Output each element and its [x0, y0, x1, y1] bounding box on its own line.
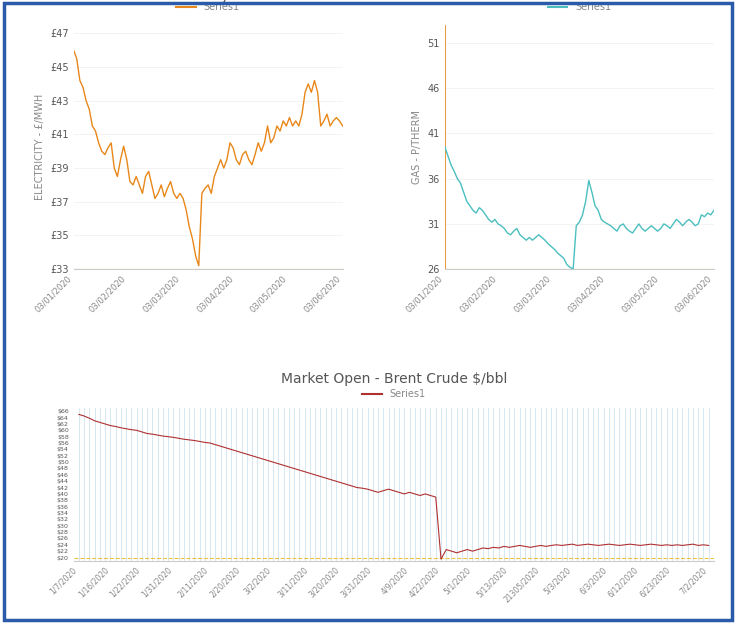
Legend: Series1: Series1	[172, 0, 244, 16]
Title: 6 Months -  Gas Forward Prices: 6 Months - Gas Forward Prices	[473, 0, 687, 3]
Legend: Series1: Series1	[358, 386, 429, 403]
Y-axis label: GAS - P/THERM: GAS - P/THERM	[412, 110, 422, 184]
Title: Market Open - Brent Crude $/bbl: Market Open - Brent Crude $/bbl	[280, 372, 507, 386]
Title: 6 months - Electricity Forward Prices: 6 months - Electricity Forward Prices	[81, 0, 335, 3]
Legend: Series1: Series1	[544, 0, 615, 16]
Y-axis label: ELECTRICITY - £/MWH: ELECTRICITY - £/MWH	[35, 94, 45, 200]
